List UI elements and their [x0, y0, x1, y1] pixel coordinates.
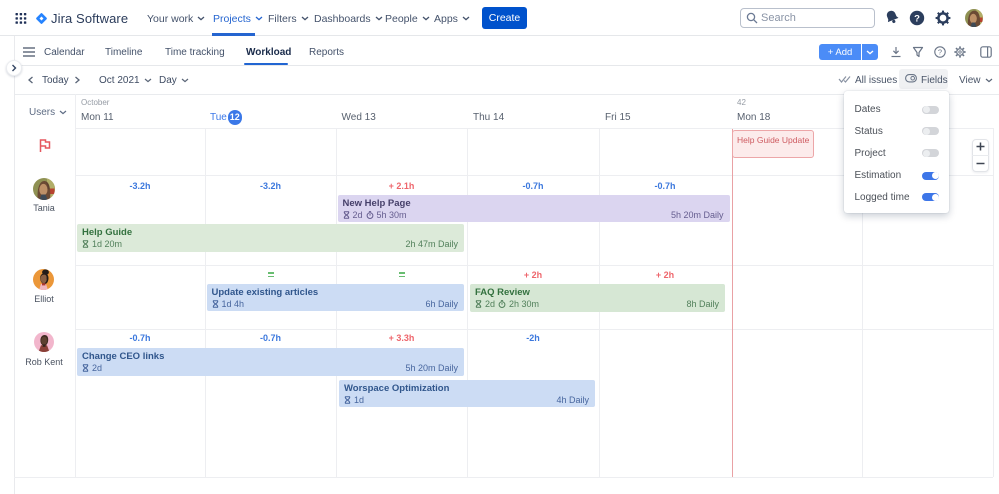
svg-text:?: ?: [938, 48, 942, 57]
svg-text:?: ?: [914, 13, 920, 24]
